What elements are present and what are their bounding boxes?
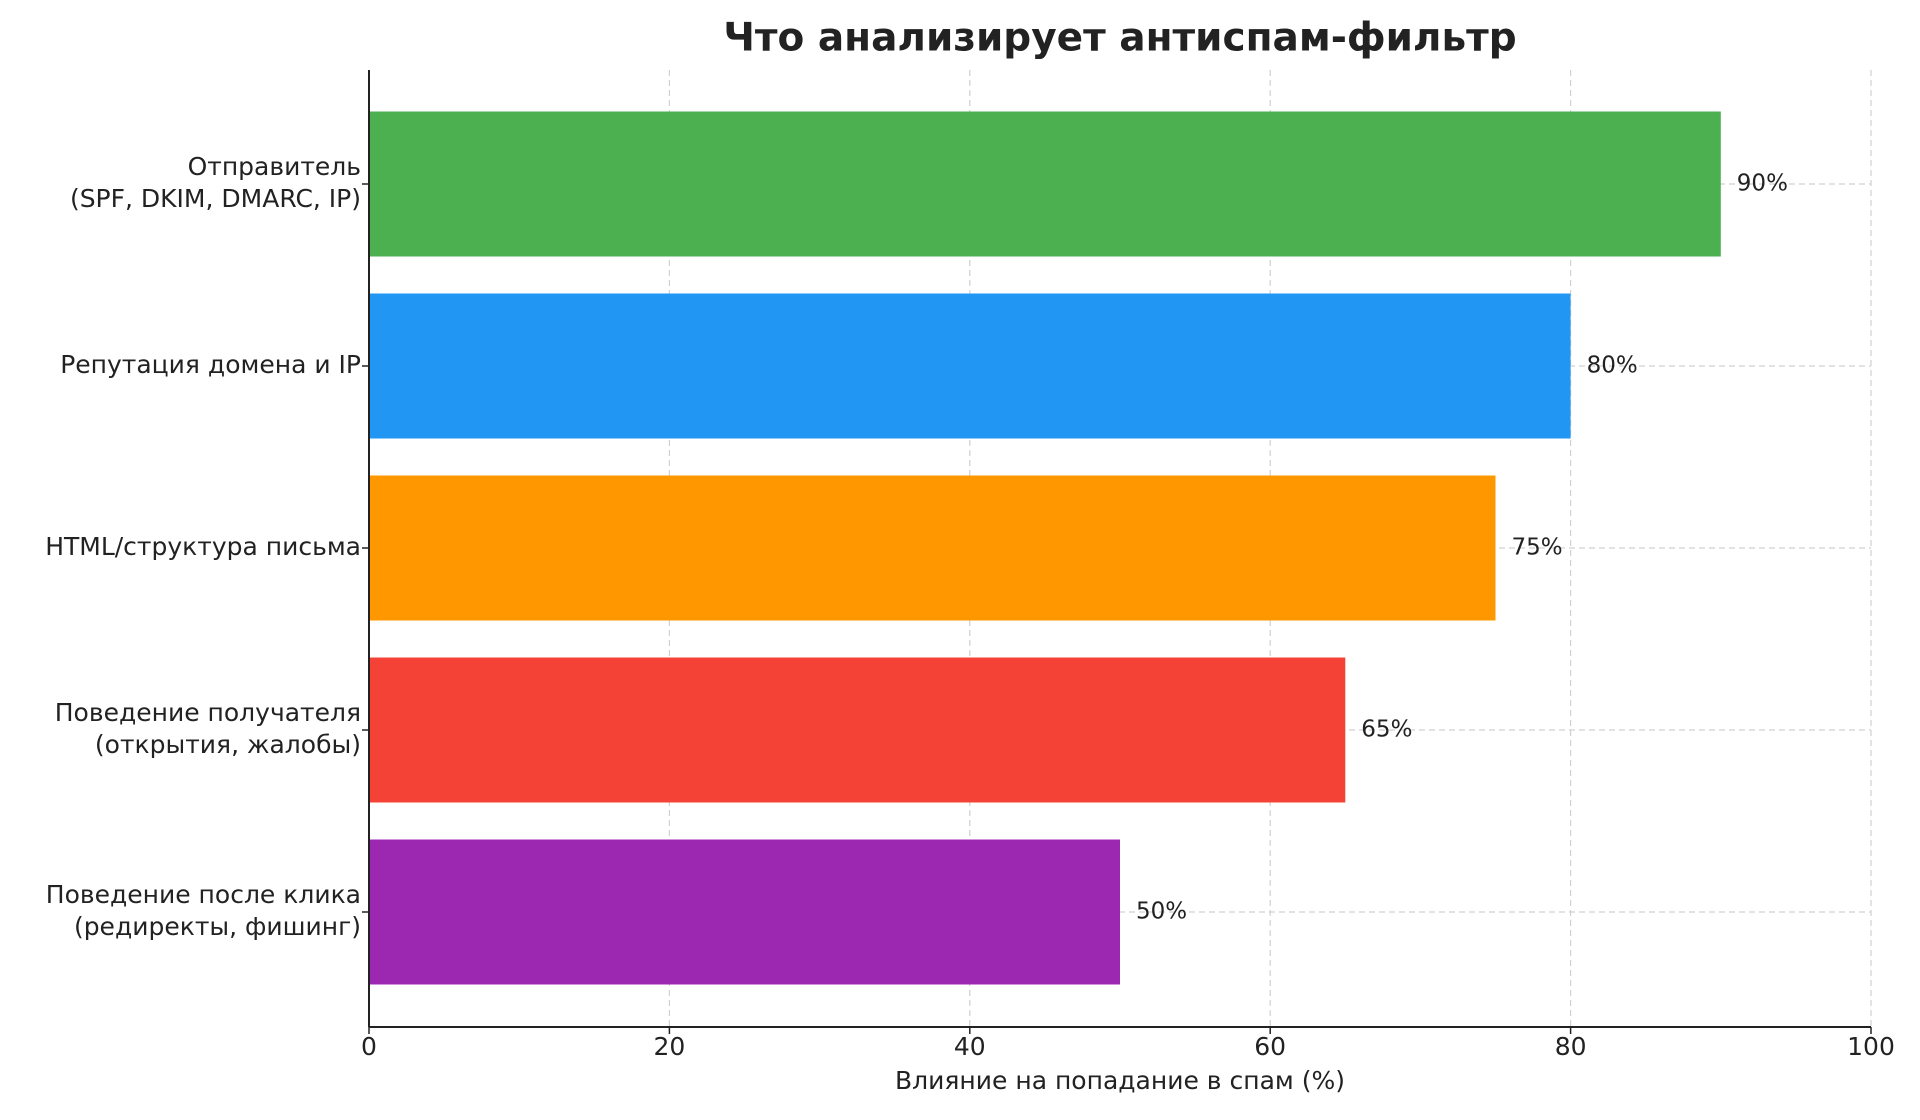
bar <box>369 293 1571 439</box>
x-axis-label: Влияние на попадание в спам (%) <box>895 1066 1345 1095</box>
x-tick-label: 80 <box>1555 1032 1587 1061</box>
bar <box>369 839 1120 985</box>
y-tick-label: Отправитель <box>188 152 361 181</box>
value-label: 90% <box>1737 171 1788 197</box>
y-tick-label: Поведение получателя <box>55 698 361 727</box>
y-tick-label: Поведение после клика <box>46 880 361 909</box>
y-tick-label: Репутация домена и IP <box>60 350 361 379</box>
value-label: 75% <box>1512 535 1563 561</box>
y-tick-label: (SPF, DKIM, DMARC, IP) <box>70 184 361 213</box>
y-tick-label: HTML/структура письма <box>45 532 361 561</box>
x-tick-label: 40 <box>954 1032 986 1061</box>
y-tick-label: (открытия, жалобы) <box>95 730 361 759</box>
bar <box>369 657 1346 803</box>
bar <box>369 111 1721 257</box>
chart-title: Что анализирует антиспам-фильтр <box>723 16 1516 61</box>
value-label: 80% <box>1587 353 1638 379</box>
x-tick-label: 0 <box>361 1032 377 1061</box>
x-tick-label: 100 <box>1847 1032 1895 1061</box>
value-label: 50% <box>1136 899 1187 925</box>
bar <box>369 475 1496 621</box>
value-label: 65% <box>1361 717 1412 743</box>
x-tick-label: 20 <box>653 1032 685 1061</box>
y-tick-label: (редиректы, фишинг) <box>74 912 361 941</box>
bars <box>369 111 1721 985</box>
x-tick-label: 60 <box>1254 1032 1286 1061</box>
